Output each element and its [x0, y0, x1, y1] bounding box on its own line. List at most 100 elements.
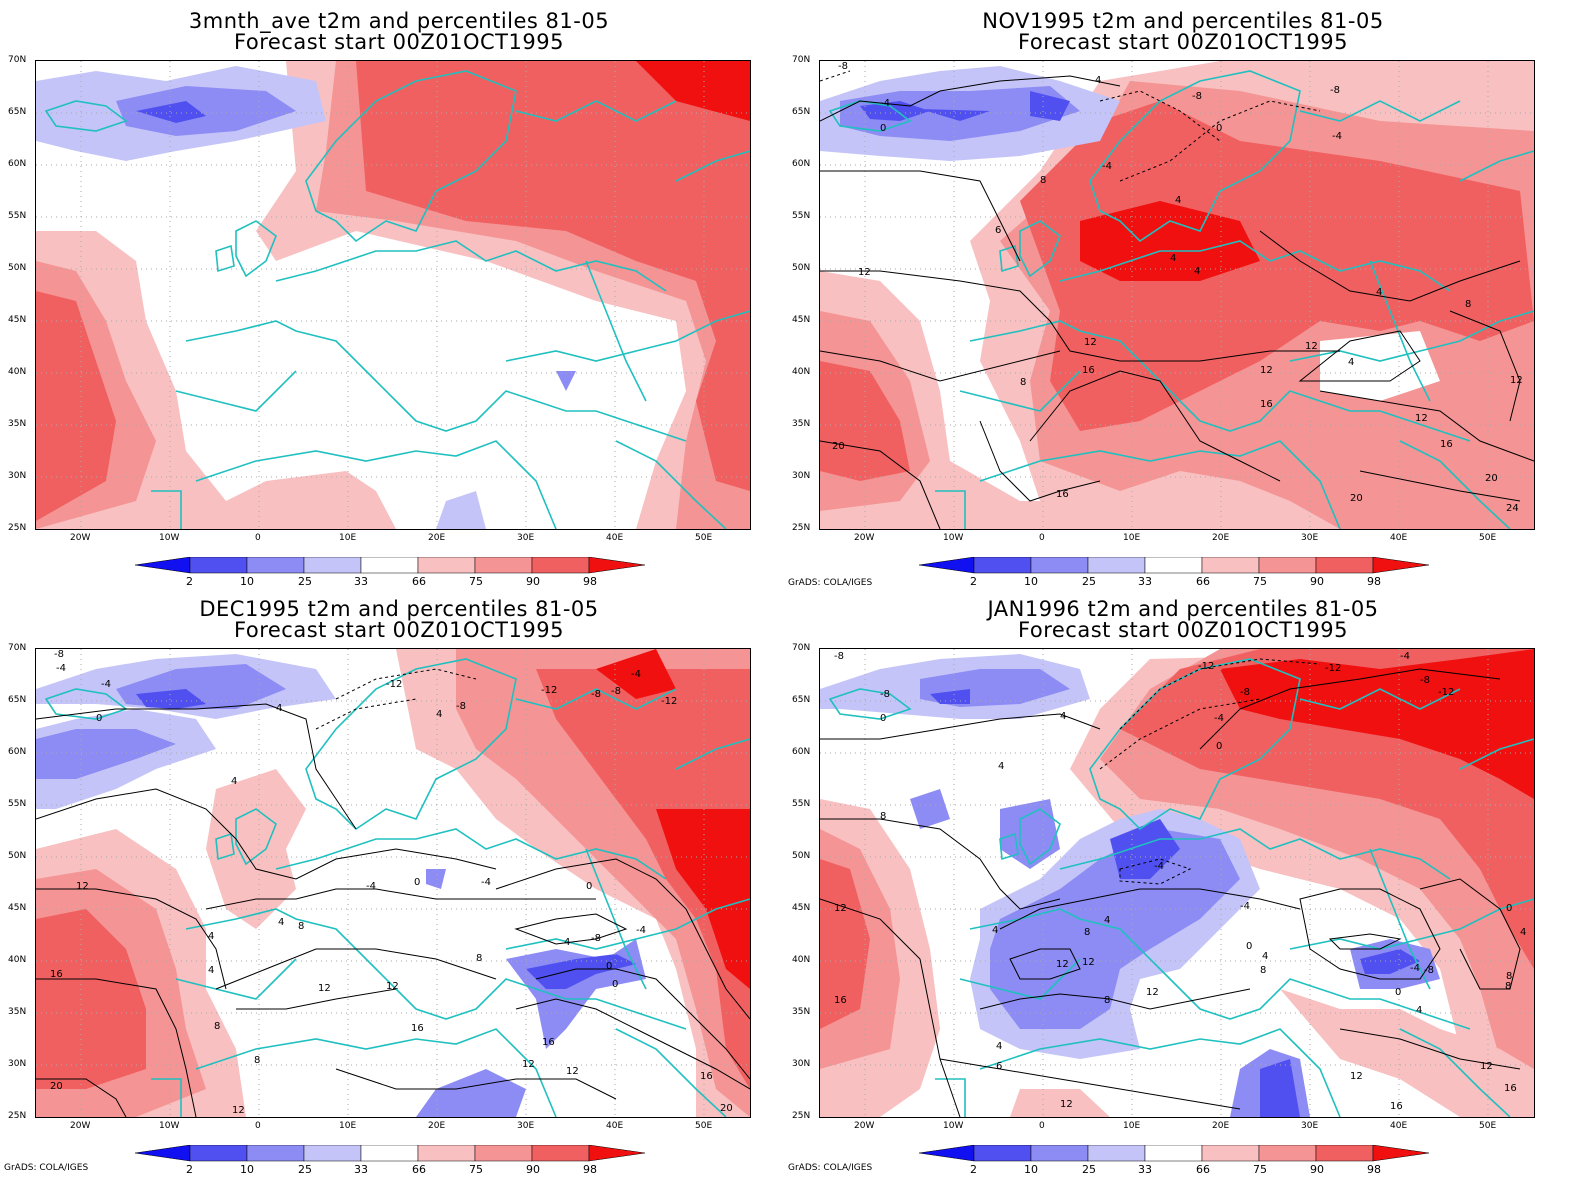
panel-title-line1: JAN1996 t2m and percentiles 81-05 — [987, 597, 1379, 621]
contour-label: -4 — [481, 877, 491, 888]
anomaly-shade-p90 — [36, 291, 116, 521]
contour-label: 12 — [522, 1059, 535, 1070]
lon-label: 10W — [159, 1121, 180, 1131]
anomaly-shade-p33 — [1000, 799, 1060, 869]
contour-label: 0 — [612, 979, 618, 990]
map-svg: -8 -4 4 0 -8 -8 0 -4 -4 8 4 6 4 4 12 4 1… — [820, 61, 1534, 529]
contour-label: -4 — [1102, 161, 1112, 172]
contour-label: 0 — [1395, 987, 1401, 998]
contour-label: -8 — [591, 689, 601, 700]
lat-label: 35N — [792, 419, 811, 429]
anomaly-shade-p98 — [1080, 201, 1260, 281]
contour-label: -12 — [1438, 687, 1454, 698]
lat-label: 25N — [792, 1111, 811, 1121]
lat-label: 55N — [8, 799, 27, 809]
contour-label: -12 — [1325, 663, 1341, 674]
colorbar-label: 33 — [354, 575, 368, 588]
lat-label: 25N — [8, 523, 27, 533]
lon-label: 40E — [1390, 533, 1408, 543]
lon-label: 30E — [1301, 1121, 1319, 1131]
contour-label: 8 — [298, 921, 304, 932]
anomaly-shade-p33 — [426, 869, 446, 889]
contour-label: 4 — [1175, 195, 1181, 206]
panel-title-line1: NOV1995 t2m and percentiles 81-05 — [982, 9, 1384, 33]
colorbar-label: 33 — [1138, 1163, 1152, 1176]
anomaly-shade-p33 — [910, 789, 950, 829]
contour-label: -8 — [611, 686, 621, 697]
contour-label: 0 — [586, 881, 592, 892]
contour-label: 12 — [1480, 1061, 1493, 1072]
contour-label: 16 — [411, 1023, 424, 1034]
colorbar-label: 98 — [1367, 1163, 1381, 1176]
lat-label: 30N — [792, 1059, 811, 1069]
contour-labels: -8 -4 -4 0 4 -12 -8 -12 -8 -8 -4 -12 4 4… — [50, 649, 733, 1116]
lat-label: 55N — [8, 211, 27, 221]
lon-label: 40E — [606, 533, 624, 543]
contour-label: 4 — [1060, 711, 1066, 722]
temperature-contours — [36, 668, 750, 1117]
colorbar — [919, 1145, 1430, 1162]
lon-label: 0 — [1039, 533, 1045, 543]
contour-label: -12 — [661, 696, 677, 707]
colorbar-label: 2 — [970, 1163, 977, 1176]
lon-label: 10W — [943, 1121, 964, 1131]
map-area: -8 -4 4 0 -8 -8 0 -4 -4 8 4 6 4 4 12 4 1… — [819, 60, 1535, 530]
lat-label: 70N — [792, 55, 811, 65]
lon-label: 20W — [854, 533, 875, 543]
panel-title-line2: Forecast start 00Z01OCT1995 — [1018, 30, 1348, 54]
contour-label: 8 — [1084, 927, 1090, 938]
anomaly-shade-p90 — [1020, 101, 1534, 431]
contour-label: 4 — [208, 931, 214, 942]
lat-label: 35N — [792, 1007, 811, 1017]
contour-label: -8 — [54, 649, 64, 660]
lat-label: 50N — [792, 263, 811, 273]
lon-label: 40E — [606, 1121, 624, 1131]
map-grid — [36, 649, 750, 1117]
map-area — [35, 60, 751, 530]
colorbar-label: 75 — [469, 575, 483, 588]
contour-label: 16 — [542, 1037, 555, 1048]
contour-label: -12 — [1198, 661, 1214, 672]
contour-label: 4 — [1095, 75, 1101, 86]
contour-label: 12 — [1260, 365, 1273, 376]
lon-label: 30E — [1301, 533, 1319, 543]
colorbar-label: 10 — [240, 1163, 254, 1176]
lat-label: 45N — [8, 315, 27, 325]
temperature-contours — [820, 658, 1521, 1117]
coastlines — [44, 70, 750, 529]
grads-credit: GrADS: COLA/IGES — [4, 1163, 89, 1173]
contour-label: -8 — [1192, 91, 1202, 102]
anomaly-shade-p66 — [1010, 1089, 1110, 1117]
contour-label: 20 — [50, 1081, 63, 1092]
panel-dec1995: DEC1995 t2m and percentiles 81-05 Foreca… — [0, 588, 798, 1186]
contour-label: 8 — [1465, 299, 1471, 310]
lon-label: 10W — [159, 533, 180, 543]
map-svg: -8 -4 -4 0 4 -12 -8 -12 -8 -8 -4 -12 4 4… — [36, 649, 750, 1117]
colorbar-label: 66 — [412, 575, 426, 588]
lon-label: 0 — [255, 533, 261, 543]
contour-label: 4 — [436, 709, 442, 720]
colorbar-label: 98 — [583, 575, 597, 588]
contour-label: -4 — [101, 679, 111, 690]
contour-label: 20 — [832, 441, 845, 452]
anomaly-shade-p90 — [36, 909, 146, 1089]
contour-label: 4 — [992, 925, 998, 936]
lat-label: 40N — [8, 955, 27, 965]
lon-label: 10E — [339, 1121, 357, 1131]
contour-label: 12 — [1060, 1099, 1073, 1110]
grads-credit: GrADS: COLA/IGES — [788, 1163, 873, 1173]
lat-label: 60N — [8, 159, 27, 169]
anomaly-shade-p10 — [860, 91, 1070, 121]
contour-label: -4 — [1154, 861, 1164, 872]
contour-label: 12 — [834, 903, 847, 914]
colorbar-label: 66 — [412, 1163, 426, 1176]
contour-label: -8 — [591, 933, 601, 944]
contour-labels: -8 -8 0 -12 -8 -4 0 -12 -4 -8 -12 4 4 8 … — [834, 651, 1526, 1112]
contour-label: 20 — [720, 1103, 733, 1114]
contour-label: -4 — [56, 663, 66, 674]
contour-label: 8 — [1104, 995, 1110, 1006]
lon-label: 20E — [1212, 1121, 1230, 1131]
contour-label: 4 — [276, 703, 282, 714]
anomaly-shade-p10 — [1260, 1059, 1300, 1117]
lat-label: 30N — [792, 471, 811, 481]
